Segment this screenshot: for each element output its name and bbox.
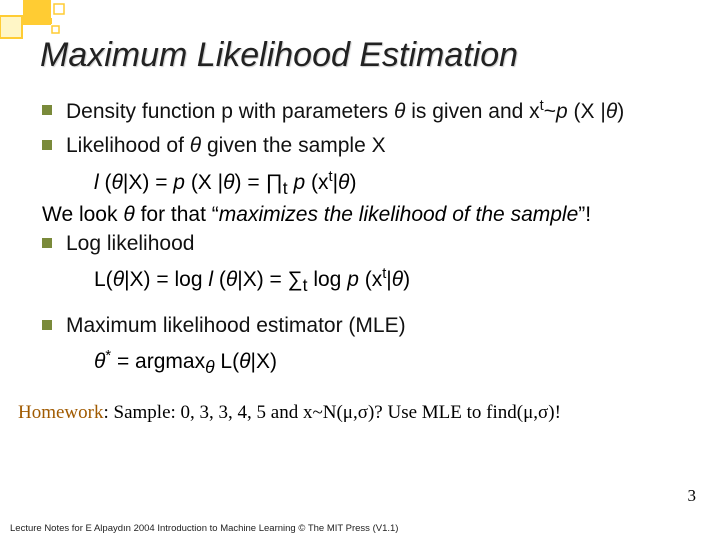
bullet-text: Density function p with parameters θ is … (66, 97, 624, 126)
bullet-row: Log likelihood (42, 230, 692, 258)
bullet-icon (42, 320, 52, 330)
bullet-icon (42, 238, 52, 248)
indent-text: L(θ|X) = log l (θ|X) = ∑t log p (xt|θ) (94, 264, 692, 298)
slide-body: Density function p with parameters θ is … (42, 97, 692, 380)
homework-label: Homework (18, 402, 103, 423)
page-number: 3 (688, 486, 697, 506)
bullet-text: Log likelihood (66, 230, 194, 258)
spacer (42, 298, 692, 312)
bullet-row: Density function p with parameters θ is … (42, 97, 692, 126)
corner-decor (0, 0, 120, 60)
homework-rest: : Sample: 0, 3, 3, 4, 5 and x~N(μ,σ)? Us… (103, 402, 560, 423)
indent-text: l (θ|X) = p (X |θ) = ∏t p (xt|θ) (94, 167, 692, 201)
indent-text: θ* = argmaxθ L(θ|X) (94, 346, 692, 380)
plain-text: We look θ for that “maximizes the likeli… (42, 200, 692, 229)
footer-text: Lecture Notes for E Alpaydın 2004 Introd… (10, 523, 398, 534)
bullet-text: Likelihood of θ given the sample X (66, 132, 386, 160)
bullet-row: Maximum likelihood estimator (MLE) (42, 312, 692, 340)
bullet-icon (42, 105, 52, 115)
homework-line: Homework: Sample: 0, 3, 3, 4, 5 and x~N(… (18, 400, 704, 426)
bullet-text: Maximum likelihood estimator (MLE) (66, 312, 406, 340)
bullet-icon (42, 140, 52, 150)
bullet-row: Likelihood of θ given the sample X (42, 132, 692, 160)
slide-title: Maximum Likelihood Estimation (40, 36, 720, 75)
slide: Maximum Likelihood Estimation Density fu… (0, 0, 720, 540)
